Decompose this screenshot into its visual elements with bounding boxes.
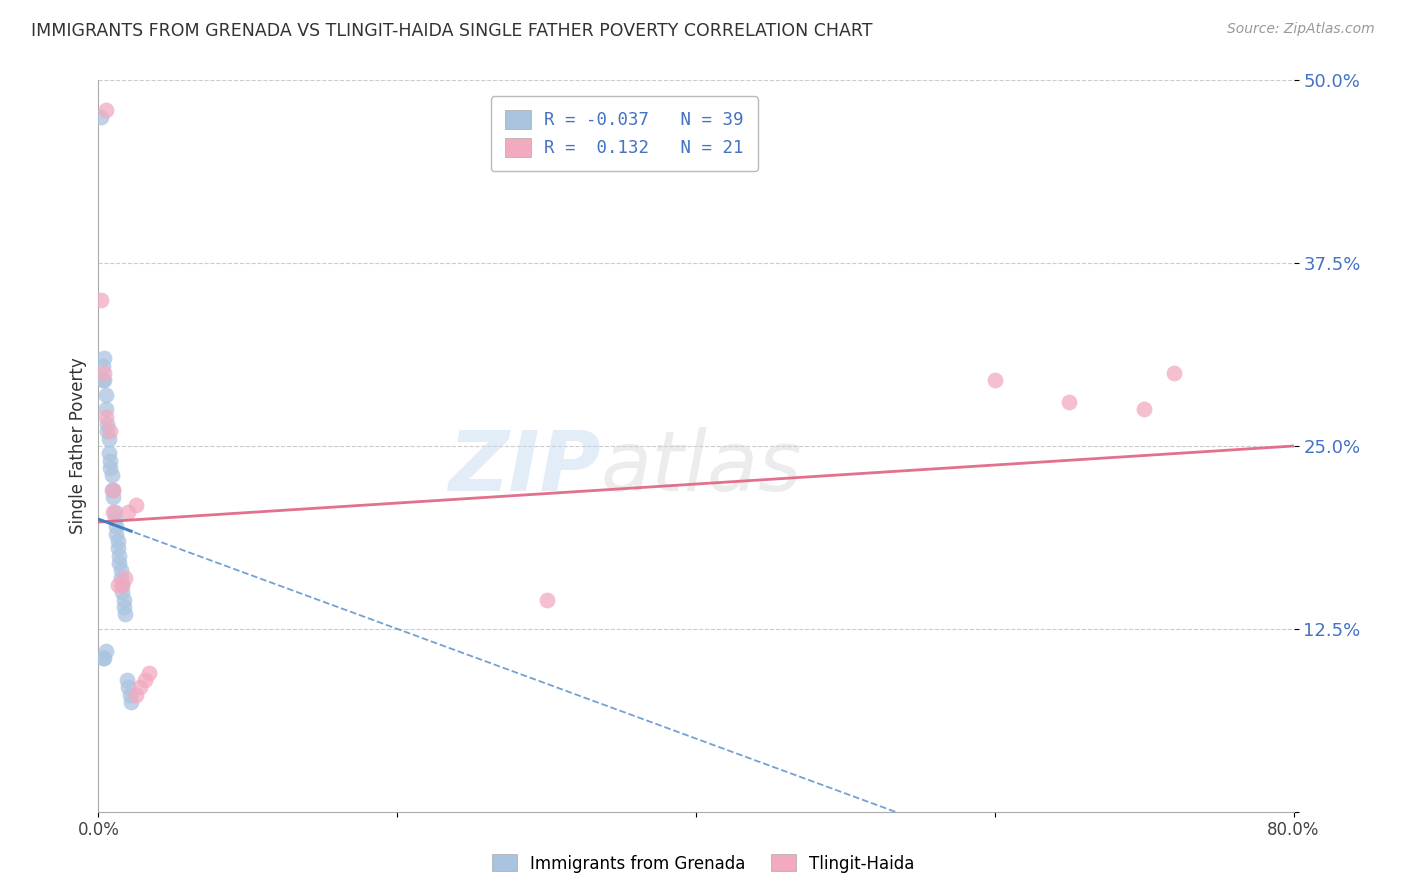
Point [103,490,125,504]
Point [98,461,122,475]
Point [94,103,117,117]
Point [1163,366,1185,380]
Point [94,388,117,402]
Point [98,453,122,467]
Point [93,373,115,387]
Point [107,541,129,556]
Point [93,366,115,380]
Point [97,446,120,460]
Point [108,549,131,563]
Point [125,688,148,702]
Point [984,373,1007,387]
Point [117,505,139,519]
Point [134,673,156,687]
Point [1059,395,1081,409]
Point [105,519,128,533]
Point [98,425,122,439]
Point [125,498,148,512]
Point [112,599,135,614]
Point [105,526,128,541]
Point [94,409,117,424]
Point [104,505,127,519]
Point [103,483,125,497]
Point [94,402,117,417]
Legend: Immigrants from Grenada, Tlingit-Haida: Immigrants from Grenada, Tlingit-Haida [485,847,921,880]
Point [110,563,132,577]
Point [94,644,117,658]
Point [90,110,112,124]
Point [111,578,134,592]
Point [108,556,131,570]
Y-axis label: Single Father Poverty: Single Father Poverty [69,358,87,534]
Text: atlas: atlas [600,427,801,508]
Text: Source: ZipAtlas.com: Source: ZipAtlas.com [1227,22,1375,37]
Point [93,351,115,366]
Point [91,651,114,665]
Point [101,483,124,497]
Point [117,681,139,695]
Point [115,673,138,687]
Point [110,571,132,585]
Point [107,578,129,592]
Point [91,359,114,373]
Point [138,665,160,680]
Point [1133,402,1156,417]
Point [112,592,135,607]
Point [91,373,114,387]
Point [107,534,129,549]
Point [120,695,142,709]
Point [96,417,118,431]
Point [114,571,136,585]
Point [101,468,124,483]
Point [118,688,141,702]
Text: IMMIGRANTS FROM GRENADA VS TLINGIT-HAIDA SINGLE FATHER POVERTY CORRELATION CHART: IMMIGRANTS FROM GRENADA VS TLINGIT-HAIDA… [31,22,873,40]
Point [104,512,127,526]
Point [129,681,152,695]
Legend: R = -0.037   N = 39, R =  0.132   N = 21: R = -0.037 N = 39, R = 0.132 N = 21 [491,96,758,171]
Point [111,578,134,592]
Point [536,592,558,607]
Point [114,607,136,622]
Point [96,425,118,439]
Point [103,483,125,497]
Point [111,585,134,599]
Text: ZIP: ZIP [447,427,600,508]
Point [97,432,120,446]
Point [103,505,125,519]
Point [90,293,112,307]
Point [93,651,115,665]
